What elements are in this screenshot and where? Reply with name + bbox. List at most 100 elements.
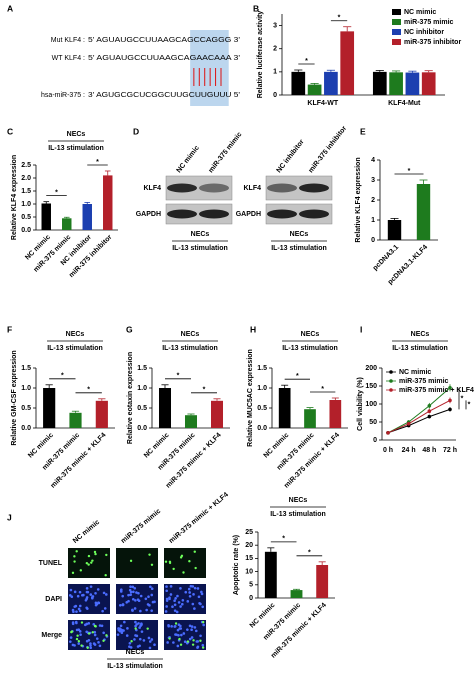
nucleus <box>100 624 104 628</box>
nucleus <box>102 591 106 595</box>
significance-star: * <box>408 168 411 175</box>
error-bar <box>267 547 275 552</box>
nucleus <box>187 587 191 591</box>
bar <box>340 31 355 95</box>
tunel-spot <box>86 646 89 649</box>
nucleus <box>179 605 182 608</box>
y-tick-label: 4 <box>371 157 375 164</box>
nucleus <box>196 640 200 643</box>
y-tick-label: 1.0 <box>137 385 147 392</box>
nucleus <box>134 634 137 637</box>
nucleus <box>136 645 140 648</box>
y-tick-label: 5 <box>249 582 253 589</box>
x-tick-label: 48 h <box>422 447 436 454</box>
nucleus <box>94 592 97 595</box>
nucleus <box>78 630 82 633</box>
error-bar <box>292 588 301 591</box>
nucleus <box>120 629 124 632</box>
nucleus <box>121 603 125 606</box>
tunel-spot <box>91 559 94 562</box>
header-label: NECs <box>411 331 430 338</box>
bar <box>210 400 224 428</box>
nucleus <box>180 633 183 637</box>
bar <box>405 72 420 95</box>
point <box>448 407 452 412</box>
y-axis-label: Relative luciferase activity <box>257 11 264 99</box>
nucleus <box>104 593 108 596</box>
nucleus <box>135 623 138 626</box>
bar <box>389 72 403 95</box>
nucleus <box>188 624 192 628</box>
header-label: IL-13 stimulation <box>107 663 163 670</box>
nucleus <box>150 609 154 612</box>
header-label: IL-13 stimulation <box>162 345 218 352</box>
tunel-spot <box>105 634 108 637</box>
nucleus <box>196 587 200 590</box>
header-label: IL-13 stimulation <box>282 345 338 352</box>
nucleus <box>147 636 151 640</box>
nucleus <box>190 628 193 631</box>
nucleus <box>127 593 130 597</box>
error-bar <box>310 83 319 85</box>
header-label: IL-13 stimulation <box>392 345 448 352</box>
error-bar <box>43 201 50 204</box>
significance-star: * <box>55 190 58 197</box>
nucleus <box>129 593 132 597</box>
tunel-spot <box>70 630 73 634</box>
legend-swatch <box>392 9 401 15</box>
y-tick-label: 0 <box>249 595 253 602</box>
y-tick-label: 1.0 <box>21 385 31 392</box>
nucleus <box>132 590 135 594</box>
header-label: IL-13 stimulation <box>47 345 103 352</box>
nucleus <box>168 597 171 601</box>
tunel-spot <box>194 566 197 570</box>
nucleus <box>135 591 138 594</box>
nucleus <box>89 585 93 588</box>
tunel-spot <box>199 639 202 642</box>
tunel-spot <box>174 622 178 625</box>
micrograph <box>68 584 110 614</box>
bar <box>324 71 338 95</box>
x-tick-label: miR-375 mimic + KLF4 <box>165 432 223 490</box>
tunel-spot <box>85 561 89 565</box>
y-tick-label: 15 <box>245 555 253 562</box>
nucleus <box>69 640 72 643</box>
nucleus <box>181 598 185 602</box>
tunel-spot <box>193 550 196 553</box>
point <box>427 404 432 408</box>
significance-star: * <box>305 58 308 65</box>
tunel-spot <box>87 554 91 558</box>
nucleus <box>173 609 177 612</box>
blot-row-label: KLF4 <box>244 185 262 192</box>
error-bar <box>161 384 169 388</box>
nucleus <box>133 586 137 590</box>
bar <box>329 400 342 428</box>
bar <box>290 590 303 598</box>
nucleus <box>153 600 156 604</box>
image-column-label: miR-375 mimic + KLF4 <box>168 491 230 545</box>
legend-marker <box>389 370 393 374</box>
y-tick-label: 0.5 <box>257 405 267 412</box>
tunel-spot <box>73 560 76 563</box>
nucleus <box>177 623 181 627</box>
legend-marker <box>389 388 393 392</box>
micrograph <box>116 548 158 578</box>
y-tick-label: 100 <box>365 401 377 408</box>
nucleus <box>129 585 132 589</box>
header-label: NECs <box>181 331 200 338</box>
nucleus <box>165 589 168 593</box>
nucleus <box>138 637 142 641</box>
nucleus <box>177 601 181 604</box>
legend-label: NC mimic <box>404 9 436 16</box>
nucleus <box>194 629 198 633</box>
y-axis-label: Relative GM-CSF expression <box>11 350 18 445</box>
nucleus <box>93 630 97 634</box>
tunel-spot <box>178 637 181 641</box>
nucleus <box>193 586 197 590</box>
tunel-spot <box>77 640 81 643</box>
nucleus <box>150 587 154 591</box>
nucleus <box>174 633 177 636</box>
significance-star: * <box>282 536 285 543</box>
error-bar <box>281 384 289 388</box>
